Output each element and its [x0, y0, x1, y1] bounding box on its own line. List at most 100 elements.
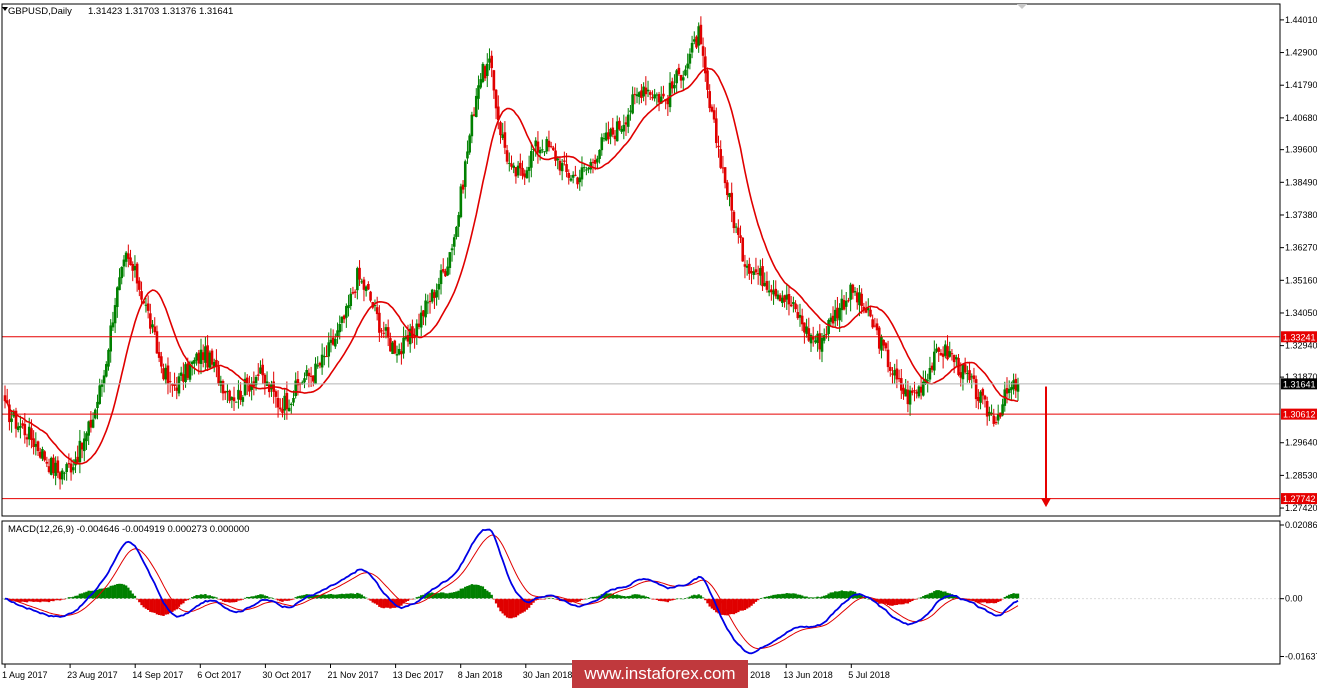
candle-body — [770, 289, 773, 293]
candle-body — [785, 294, 789, 300]
price-axis-label: 1.27420 — [1285, 503, 1317, 513]
macd-histogram-bar — [246, 596, 249, 599]
candle-body — [419, 312, 423, 328]
scroll-marker-icon[interactable] — [1017, 4, 1027, 9]
macd-histogram-bar — [201, 594, 205, 599]
macd-histogram-bar — [505, 598, 509, 618]
macd-histogram-bar — [523, 598, 526, 612]
candle-body — [922, 381, 925, 396]
candle-body — [798, 314, 802, 318]
macd-histogram-bar — [490, 594, 493, 599]
candle-body — [527, 167, 531, 171]
macd-histogram-bar — [576, 598, 579, 602]
macd-histogram-bar — [50, 598, 53, 602]
candle-body — [67, 463, 71, 465]
macd-histogram-bar — [433, 593, 436, 599]
macd-histogram-bar — [162, 598, 165, 616]
macd-histogram-bar — [87, 590, 90, 599]
macd-histogram-bar — [360, 594, 363, 599]
candle-body — [739, 235, 742, 238]
candle-body — [959, 372, 963, 378]
candle-body — [56, 460, 60, 473]
candle-body — [981, 389, 985, 396]
macd-histogram-bar — [838, 591, 841, 599]
candle-body — [307, 372, 311, 377]
macd-histogram-bar — [69, 597, 73, 599]
macd-histogram-bar — [479, 585, 482, 599]
macd-histogram-bar — [338, 594, 341, 599]
macd-histogram-bar — [666, 598, 670, 603]
candle-body — [726, 182, 729, 196]
macd-histogram-bar — [763, 596, 766, 599]
candle-body — [860, 293, 863, 307]
macd-histogram-bar — [105, 588, 108, 599]
candle-body — [547, 140, 551, 148]
macd-histogram-bar — [61, 598, 64, 600]
candle-body — [761, 266, 764, 287]
macd-histogram-bar — [867, 598, 870, 600]
candle-body — [904, 389, 907, 397]
macd-histogram-bar — [477, 584, 480, 599]
macd-histogram-bar — [675, 598, 678, 600]
macd-histogram-bar — [981, 598, 984, 603]
date-axis-label: 8 Jan 2018 — [458, 670, 503, 680]
macd-histogram-bar — [76, 595, 79, 599]
candle-body — [734, 226, 738, 228]
candle-body — [179, 372, 183, 376]
macd-histogram-bar — [373, 598, 377, 604]
candle-body — [503, 132, 507, 148]
macd-histogram-bar — [149, 598, 152, 612]
candle-body — [349, 293, 353, 307]
candle-body — [138, 280, 141, 290]
candle-body — [944, 344, 947, 356]
candle-body — [173, 384, 176, 387]
macd-histogram-bar — [752, 598, 755, 604]
candle-body — [157, 352, 161, 358]
macd-histogram-bar — [213, 596, 216, 599]
candle-body — [135, 263, 139, 284]
macd-main-line — [4, 528, 1019, 655]
candle-body — [188, 364, 192, 380]
candle-body — [305, 370, 308, 377]
macd-histogram-bar — [466, 585, 469, 599]
macd-histogram-bar — [911, 598, 914, 601]
candle-body — [296, 379, 300, 386]
macd-histogram-bar — [157, 598, 161, 616]
price-panel[interactable] — [2, 16, 1280, 508]
candle-body — [38, 451, 42, 458]
macd-histogram-bar — [80, 593, 84, 599]
macd-histogram-bar — [979, 598, 982, 603]
macd-histogram-bar — [660, 598, 663, 602]
macd-histogram-bar — [983, 598, 987, 603]
candle-body — [615, 121, 619, 142]
macd-histogram-bar — [17, 598, 20, 602]
date-axis-label: 30 Oct 2017 — [262, 670, 311, 680]
candle-body — [624, 122, 628, 125]
candle-body — [422, 310, 425, 317]
candle-body — [248, 385, 251, 392]
macd-histogram-bar — [624, 596, 628, 599]
collapse-triangle-icon[interactable] — [2, 7, 8, 11]
candle-body — [336, 330, 339, 338]
macd-histogram-bar — [889, 598, 892, 606]
macd-panel[interactable] — [2, 528, 1280, 655]
macd-histogram-bar — [298, 595, 302, 599]
macd-histogram-bar — [803, 596, 806, 599]
candle-body — [201, 352, 205, 360]
macd-histogram — [3, 583, 1020, 619]
candle-body — [232, 397, 236, 402]
candle-body — [142, 301, 146, 304]
macd-histogram-bar — [622, 596, 626, 599]
candle-body — [653, 94, 656, 99]
candle-body — [452, 237, 456, 247]
macd-histogram-bar — [23, 598, 27, 603]
macd-histogram-bar — [708, 598, 711, 607]
candle-body — [748, 263, 751, 274]
candle-body — [655, 94, 659, 96]
candle-body — [153, 326, 157, 333]
macd-histogram-bar — [521, 598, 524, 613]
macd-histogram-bar — [334, 594, 337, 599]
candle-body — [177, 376, 181, 394]
candle-body — [554, 150, 557, 161]
